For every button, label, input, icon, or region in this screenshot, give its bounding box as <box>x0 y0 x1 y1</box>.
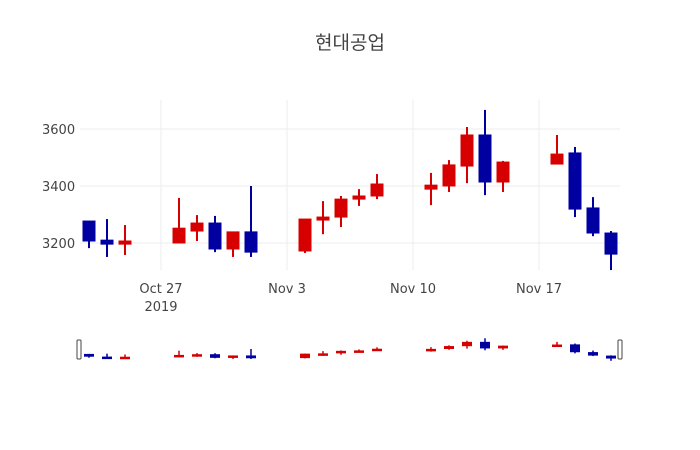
candle[interactable] <box>118 225 132 255</box>
x-year-label: 2019 <box>144 300 177 315</box>
y-tick-label: 3200 <box>42 237 75 252</box>
candles-main[interactable] <box>82 109 618 271</box>
candle[interactable] <box>568 146 582 218</box>
candle[interactable] <box>460 127 474 184</box>
candle[interactable] <box>226 231 240 257</box>
candle[interactable] <box>316 201 330 235</box>
range-slider[interactable] <box>76 338 623 361</box>
candle[interactable] <box>442 160 456 192</box>
candle[interactable] <box>370 174 384 200</box>
candle[interactable] <box>244 186 258 257</box>
x-tick-label: Nov 3 <box>268 282 306 297</box>
x-tick-label: Nov 17 <box>516 282 562 297</box>
x-axis: Oct 27 Nov 3 Nov 10 Nov 17 2019 <box>139 282 562 315</box>
x-tick-label: Oct 27 <box>139 282 182 297</box>
candle[interactable] <box>208 215 222 253</box>
range-slider-left-handle[interactable] <box>76 339 82 360</box>
candle[interactable] <box>352 189 366 206</box>
candle[interactable] <box>586 197 600 237</box>
candle[interactable] <box>100 219 114 257</box>
candle[interactable] <box>334 195 348 228</box>
gridlines <box>80 100 620 270</box>
candle[interactable] <box>478 109 492 196</box>
candle[interactable] <box>604 231 618 271</box>
range-slider-right-handle[interactable] <box>617 339 623 360</box>
y-tick-label: 3600 <box>42 123 75 138</box>
candle[interactable] <box>298 218 312 253</box>
candle[interactable] <box>424 172 438 206</box>
chart-title: 현대공업 <box>315 32 385 54</box>
candle[interactable] <box>172 197 186 244</box>
y-tick-label: 3400 <box>42 180 75 195</box>
candle[interactable] <box>82 220 96 249</box>
x-tick-label: Nov 10 <box>390 282 436 297</box>
candle[interactable] <box>550 134 564 165</box>
candle[interactable] <box>496 160 510 192</box>
y-axis: 3600 3400 3200 <box>42 123 75 252</box>
candle[interactable] <box>190 215 204 242</box>
